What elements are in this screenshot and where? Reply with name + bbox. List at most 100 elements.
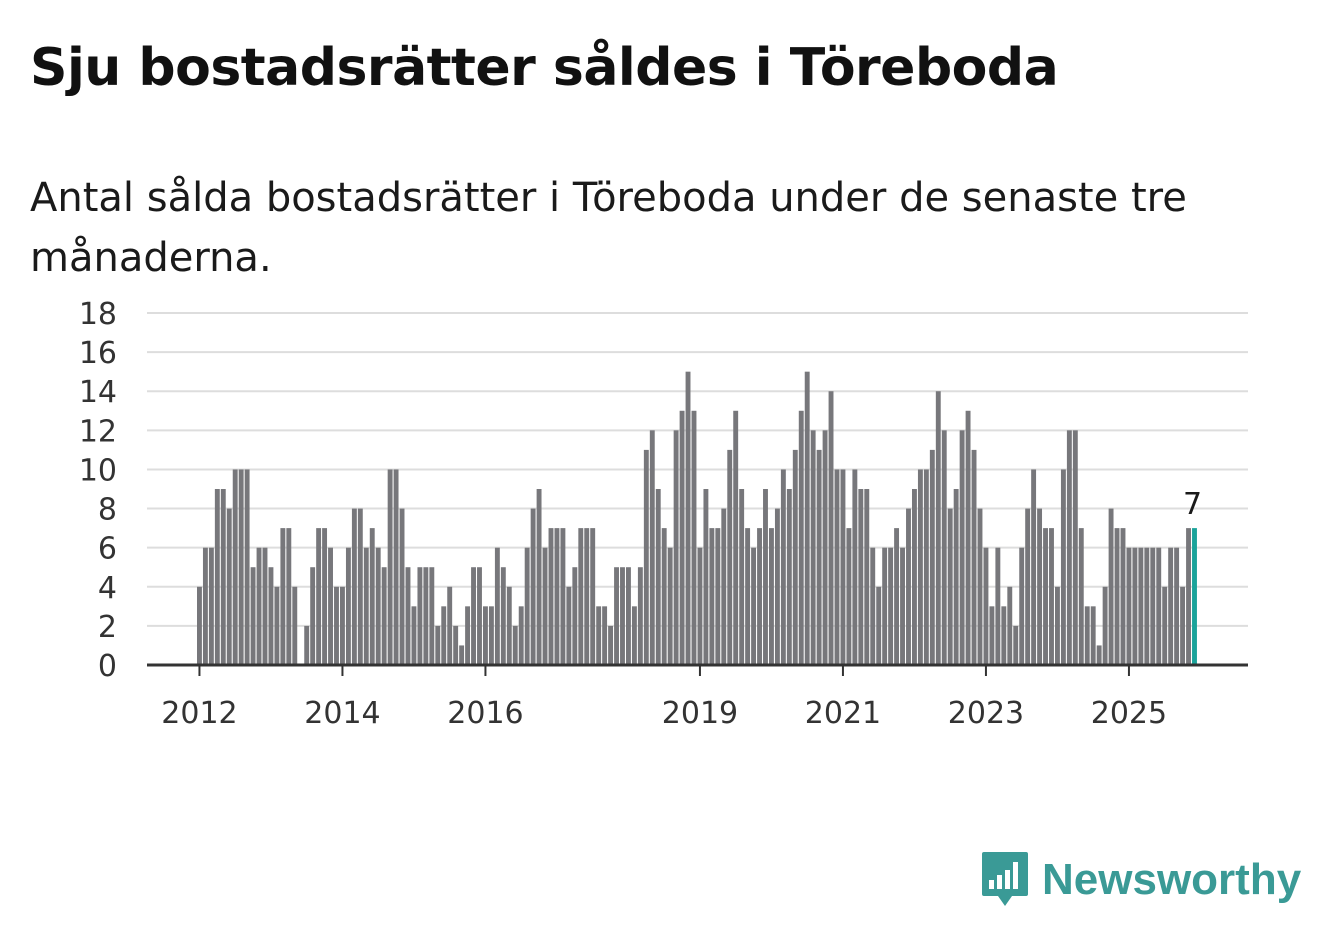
- bar: [697, 547, 703, 665]
- x-tick-label: 2019: [662, 696, 738, 730]
- bar: [310, 567, 316, 665]
- bar: [590, 528, 596, 665]
- bar: [447, 586, 453, 665]
- bar: [1102, 586, 1108, 665]
- bar: [792, 449, 798, 665]
- bar: [923, 469, 929, 665]
- bar: [780, 469, 786, 665]
- bar: [864, 489, 870, 665]
- bar: [238, 469, 244, 665]
- bar: [834, 469, 840, 665]
- y-tick-label: 14: [79, 375, 117, 410]
- bar: [810, 430, 816, 665]
- bar: [620, 567, 625, 665]
- bar-chart: 0 2 4 6 8 10 12 14 16 18 2012 2014 2016 2019 2021 2023 2…: [79, 297, 1248, 730]
- bar: [846, 528, 852, 665]
- highlight-bar: [1192, 528, 1197, 665]
- bar: [977, 508, 983, 665]
- x-tick-label: 2012: [161, 696, 237, 730]
- bar: [1186, 528, 1191, 665]
- bar: [429, 567, 435, 665]
- bar: [1072, 430, 1078, 665]
- bar: [572, 567, 578, 665]
- y-tick-label: 0: [98, 649, 117, 684]
- bar: [649, 430, 655, 665]
- y-tick-label: 8: [98, 493, 117, 528]
- bar: [345, 547, 351, 665]
- bar: [197, 586, 202, 665]
- x-tick-label: 2021: [805, 696, 881, 730]
- bar: [393, 469, 399, 665]
- bar: [1096, 645, 1102, 665]
- x-tick-label: 2023: [948, 696, 1024, 730]
- bar: [1108, 508, 1114, 665]
- bar: [614, 567, 619, 665]
- bar: [286, 528, 292, 665]
- bar: [1043, 528, 1048, 665]
- chart-title: Sju bostadsrätter såldes i Töreboda: [30, 38, 1059, 98]
- bar: [959, 430, 965, 665]
- bar: [1144, 547, 1150, 665]
- bar: [1013, 625, 1019, 665]
- bar: [560, 528, 566, 665]
- bar: [381, 567, 387, 665]
- bar: [387, 469, 393, 665]
- bar: [1120, 528, 1126, 665]
- bar: [488, 606, 494, 665]
- bar: [536, 489, 542, 665]
- bar: [673, 430, 679, 665]
- bar: [965, 410, 971, 665]
- bar: [244, 469, 250, 665]
- bar: [316, 528, 322, 665]
- bar: [739, 489, 745, 665]
- bar: [274, 586, 280, 665]
- bar: [631, 606, 637, 665]
- bar: [816, 449, 822, 665]
- bar: [405, 567, 411, 665]
- y-tick-label: 6: [98, 532, 117, 567]
- bar: [1138, 547, 1144, 665]
- bar: [906, 508, 911, 665]
- bar: [1126, 547, 1132, 665]
- bar: [399, 508, 405, 665]
- bar: [500, 567, 506, 665]
- bar: [214, 489, 220, 665]
- y-tick-label: 2: [98, 610, 117, 645]
- bar: [1055, 586, 1060, 665]
- bar: [340, 586, 345, 665]
- bar: [870, 547, 876, 665]
- bar: [202, 547, 208, 665]
- bar: [626, 567, 631, 665]
- bar: [351, 508, 357, 665]
- bar: [375, 547, 381, 665]
- bar: [1001, 606, 1007, 665]
- bar: [1168, 547, 1174, 665]
- bar: [685, 371, 691, 665]
- bar: [882, 547, 888, 665]
- bar: [369, 528, 375, 665]
- bar: [256, 547, 262, 665]
- y-tick-label: 18: [79, 297, 117, 332]
- bar: [226, 508, 232, 665]
- bar: [769, 528, 774, 665]
- bar: [518, 606, 524, 665]
- bar: [852, 469, 858, 665]
- y-tick-label: 12: [79, 414, 117, 449]
- y-tick-label: 10: [79, 453, 117, 488]
- bar: [292, 586, 298, 665]
- bar: [530, 508, 536, 665]
- bar: [602, 606, 608, 665]
- highlight-data-label: 7: [1183, 487, 1202, 522]
- bar: [596, 606, 602, 665]
- bar: [453, 625, 459, 665]
- bar: [786, 489, 792, 665]
- bar: [542, 547, 548, 665]
- bar: [328, 547, 333, 665]
- bar: [232, 469, 238, 665]
- bar: [411, 606, 417, 665]
- bar: [220, 489, 226, 665]
- bar: [989, 606, 995, 665]
- bar: [840, 469, 846, 665]
- bar: [929, 449, 935, 665]
- bar: [1019, 547, 1025, 665]
